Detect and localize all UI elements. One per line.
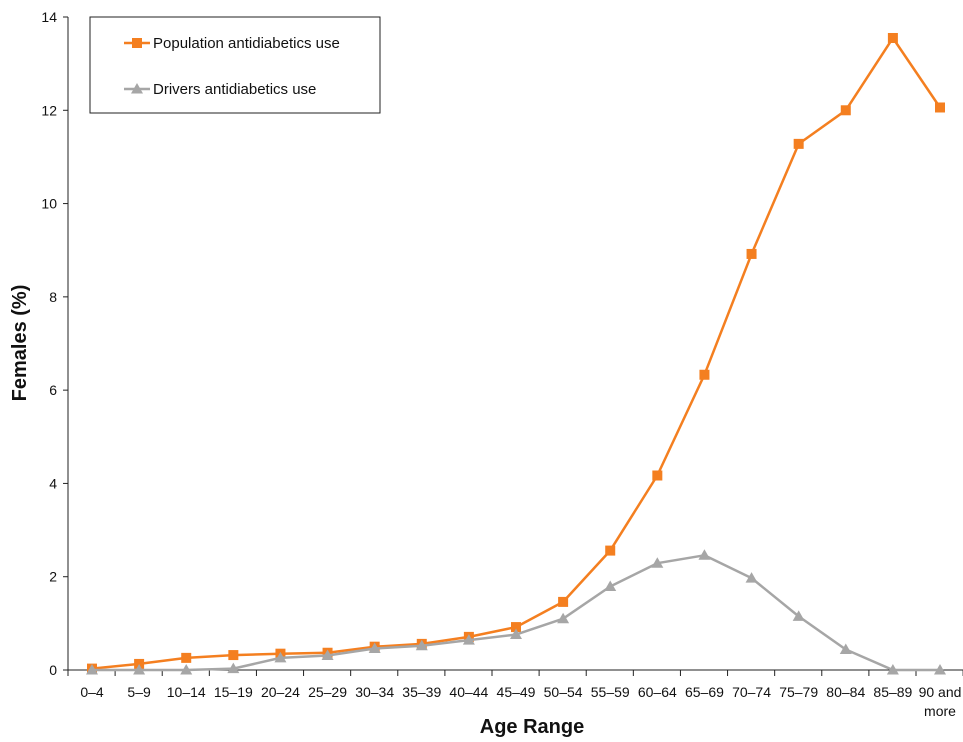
y-tick-label: 10	[41, 196, 57, 212]
x-tick-label: 35–39	[402, 684, 441, 700]
x-tick-label: 0–4	[80, 684, 104, 700]
data-point	[840, 105, 851, 116]
data-point	[368, 642, 381, 654]
legend: Population antidiabetics use Drivers anti…	[89, 16, 381, 114]
data-point	[886, 664, 899, 675]
data-point	[510, 628, 522, 640]
x-tick-label: 60–64	[638, 684, 677, 700]
data-point	[652, 470, 663, 481]
legend-item: Population antidiabetics use	[124, 35, 340, 52]
legend-label: Population antidiabetics use	[153, 35, 340, 52]
series-1	[86, 549, 946, 675]
y-tick-label: 0	[49, 662, 57, 678]
x-tick-label: 10–14	[167, 684, 206, 700]
legend-marker	[132, 38, 142, 48]
x-tick-label: 90 and	[919, 684, 962, 700]
x-tick-label: 55–59	[591, 684, 630, 700]
data-point	[558, 596, 569, 607]
data-point	[746, 248, 757, 259]
x-tick-label: 85–89	[873, 684, 912, 700]
data-point	[274, 651, 287, 663]
data-point	[462, 634, 475, 645]
x-tick-label: 25–29	[308, 684, 347, 700]
data-point	[604, 580, 617, 592]
x-tick-label: 15–19	[214, 684, 253, 700]
data-point	[651, 557, 664, 568]
x-tick-label: 65–69	[685, 684, 724, 700]
x-tick-label: 50–54	[544, 684, 583, 700]
legend-item: Drivers antidiabetics use	[124, 81, 316, 98]
data-point	[511, 622, 521, 633]
data-point	[745, 572, 758, 583]
data-point	[321, 649, 334, 661]
y-tick-label: 2	[49, 569, 57, 585]
data-point	[227, 662, 240, 674]
y-tick-label: 4	[49, 475, 57, 491]
x-tick-label: 20–24	[261, 684, 300, 700]
data-point	[605, 545, 616, 556]
data-point	[415, 639, 428, 651]
legend-items: Population antidiabetics use Drivers anti…	[124, 35, 340, 98]
series-0	[87, 32, 945, 674]
y-tick-label: 8	[49, 289, 57, 305]
x-tick-label: 5–9	[127, 684, 151, 700]
x-tick-label: 40–44	[449, 684, 488, 700]
data-point	[180, 664, 193, 675]
data-point	[133, 664, 146, 675]
y-tick-label: 14	[41, 9, 57, 25]
data-point	[699, 369, 710, 380]
x-tick-label: 70–74	[732, 684, 771, 700]
x-tick-label: 30–34	[355, 684, 394, 700]
legend-marker	[131, 83, 143, 94]
data-point	[839, 643, 852, 654]
series-layer	[86, 32, 946, 675]
data-point	[181, 652, 192, 663]
x-tick-label: 75–79	[779, 684, 818, 700]
legend-label: Drivers antidiabetics use	[153, 81, 316, 98]
x-tick-label: 45–49	[497, 684, 536, 700]
data-point	[934, 664, 946, 675]
data-point	[228, 650, 239, 661]
y-tick-label: 12	[41, 102, 57, 118]
x-axis: 0–4 5–9 10–14 15–19 20–24 25–29 30–34 35–39 40–4…	[67, 669, 963, 719]
data-point	[698, 549, 711, 560]
x-tick-label: more	[924, 703, 956, 719]
x-axis-title: Age Range	[480, 716, 584, 738]
data-point	[793, 138, 804, 149]
data-point	[134, 658, 145, 669]
y-axis-title: Females (%)	[9, 285, 31, 402]
series-line	[91, 36, 942, 670]
data-point	[86, 664, 98, 675]
data-point	[557, 612, 570, 624]
legend-box	[89, 16, 381, 114]
y-axis: 0 2 4 6 8 10 12 14	[41, 9, 69, 678]
x-tick-label: 80–84	[826, 684, 865, 700]
data-point	[887, 32, 898, 43]
data-point	[792, 610, 805, 621]
y-tick-label: 6	[49, 382, 57, 398]
data-point	[935, 102, 945, 113]
series-line	[92, 554, 940, 672]
